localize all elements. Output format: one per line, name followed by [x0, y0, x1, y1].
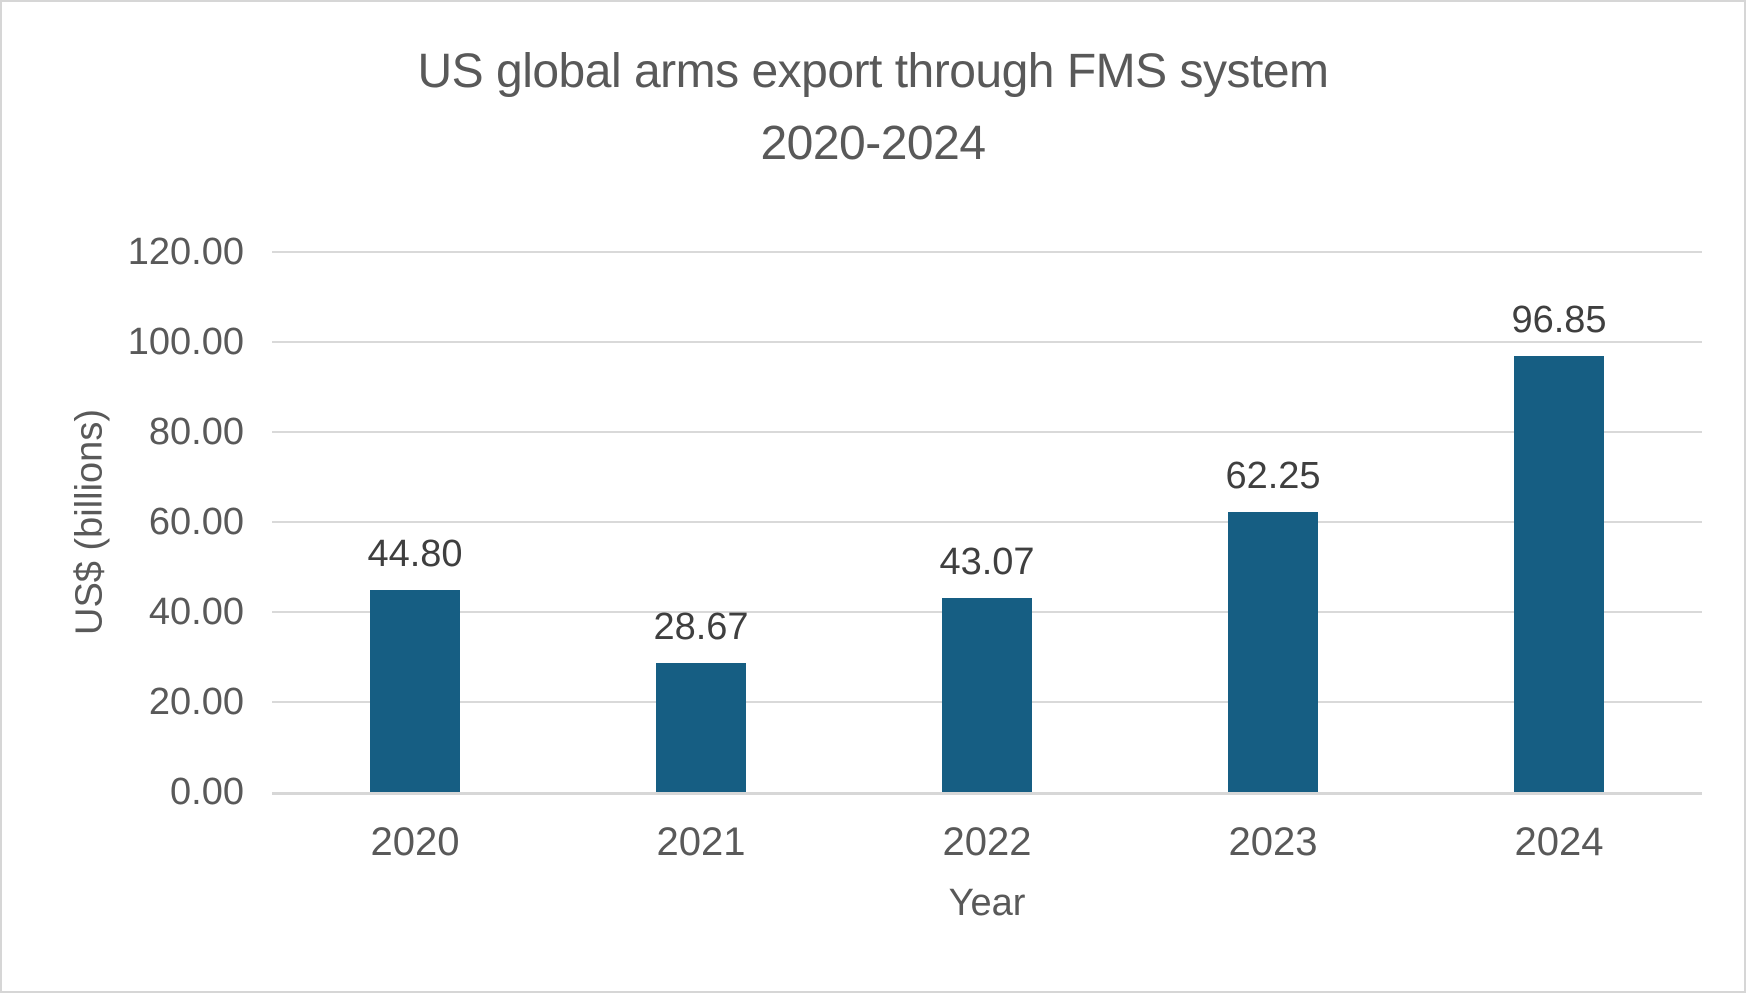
bar-2021 — [656, 663, 746, 792]
y-tick-label-120.00: 120.00 — [127, 231, 244, 273]
chart-title: US global arms export through FMS system… — [2, 36, 1744, 180]
x-tick-label-2023: 2023 — [1228, 820, 1318, 864]
bar-2024 — [1514, 356, 1604, 792]
y-axis-tick-labels: 0.00 20.00 40.00 60.00 80.00 100.00 120.00 — [62, 2, 244, 991]
x-tick-label-2021: 2021 — [656, 820, 746, 864]
bar-value-label-2021: 28.67 — [653, 606, 749, 648]
chart-title-line-2: 2020-2024 — [760, 117, 986, 170]
x-tick-label-2020: 2020 — [370, 820, 460, 864]
plot-area: 44.80 28.67 43.07 62.25 96.85 — [272, 251, 1702, 795]
bar-value-label-2020: 44.80 — [367, 533, 463, 576]
gridline-120.00 — [272, 251, 1702, 253]
gridline-100.00 — [272, 341, 1702, 343]
y-tick-label-40.00: 40.00 — [148, 591, 244, 633]
y-tick-label-100.00: 100.00 — [127, 321, 244, 363]
bar-value-label-2023: 62.25 — [1225, 454, 1321, 497]
bar-2022 — [942, 598, 1032, 792]
y-tick-label-80.00: 80.00 — [148, 411, 244, 453]
y-tick-label-20.00: 20.00 — [148, 681, 244, 723]
y-tick-label-60.00: 60.00 — [148, 501, 244, 543]
bar-2020 — [370, 590, 460, 792]
gridline-60.00 — [272, 521, 1702, 523]
bar-value-label-2024: 96.85 — [1511, 299, 1607, 342]
x-tick-label-2024: 2024 — [1514, 820, 1604, 864]
y-tick-label-0.00: 0.00 — [170, 771, 244, 813]
chart-title-line-1: US global arms export through FMS system — [417, 45, 1329, 98]
gridline-80.00 — [272, 431, 1702, 433]
bar-2023 — [1228, 511, 1318, 792]
x-axis-title: Year — [948, 882, 1026, 924]
bar-value-label-2022: 43.07 — [939, 541, 1035, 584]
x-tick-label-2022: 2022 — [942, 820, 1032, 864]
